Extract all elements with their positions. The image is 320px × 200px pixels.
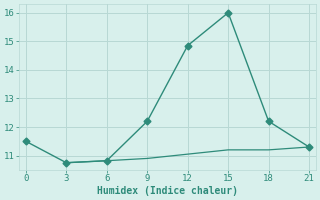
X-axis label: Humidex (Indice chaleur): Humidex (Indice chaleur) <box>97 186 238 196</box>
